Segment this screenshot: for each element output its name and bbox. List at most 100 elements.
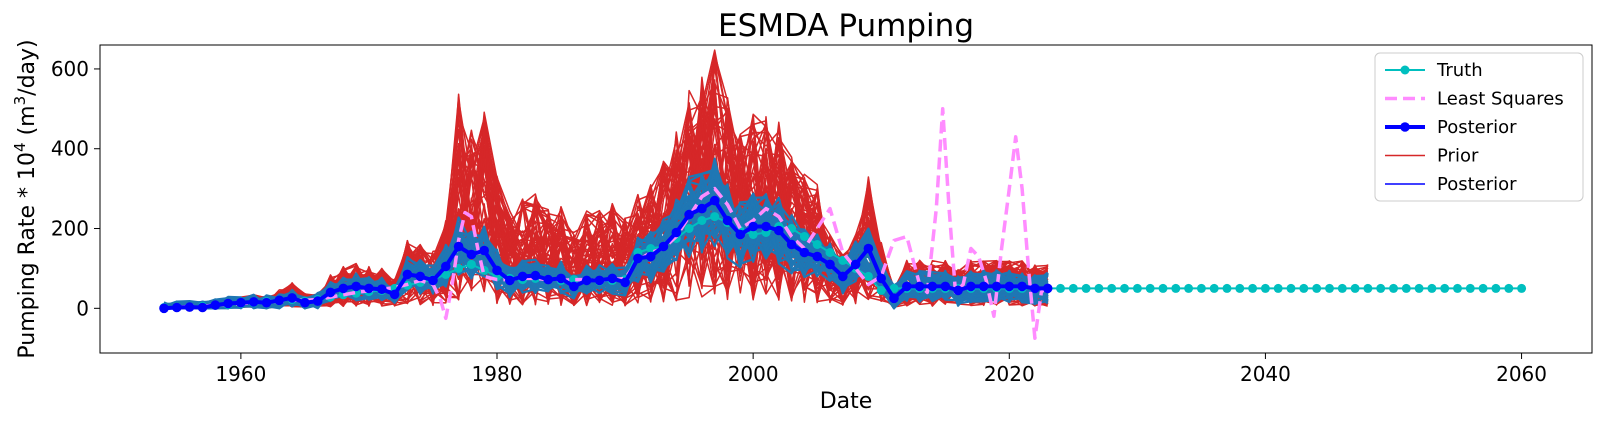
posterior-mean-point [991, 281, 1002, 292]
truth-point [697, 216, 707, 225]
posterior-mean-point [364, 283, 374, 294]
y-tick-label: 600 [51, 57, 89, 81]
posterior-mean-point [709, 195, 720, 206]
truth-point [1196, 283, 1206, 293]
truth-point [684, 224, 694, 233]
posterior-mean-point [722, 215, 733, 226]
chart-title: ESMDA Pumping [718, 8, 974, 44]
truth-point [646, 244, 656, 253]
truth-point [1184, 283, 1194, 293]
posterior-mean-point [1004, 281, 1015, 292]
posterior-mean-point [799, 247, 810, 258]
posterior-mean-point [389, 289, 400, 300]
posterior-mean-point [338, 283, 349, 294]
posterior-mean-point [261, 297, 272, 308]
truth-point [1107, 283, 1117, 293]
posterior-mean-point [812, 251, 822, 262]
posterior-mean-point [825, 259, 835, 270]
truth-point [1094, 283, 1104, 293]
truth-point [1363, 283, 1373, 293]
y-tick-label: 400 [51, 137, 89, 161]
posterior-mean-point [236, 297, 246, 308]
truth-point [1440, 283, 1450, 293]
truth-point [1389, 283, 1398, 293]
truth-point [466, 259, 476, 269]
posterior-mean-point [966, 281, 976, 292]
posterior-mean-point [287, 293, 297, 303]
x-tick-label: 2020 [984, 362, 1035, 386]
posterior-mean-line [163, 198, 1048, 311]
main-series [159, 107, 1527, 340]
legend-label: Least Squares [1437, 89, 1564, 110]
posterior-mean-point [569, 281, 579, 292]
posterior-mean-point [594, 275, 605, 286]
x-tick-label: 1980 [472, 362, 523, 386]
truth-point [1260, 283, 1270, 293]
legend-item-posterior-ensemble: Posterior [1385, 174, 1517, 195]
posterior-mean-point [735, 229, 746, 240]
legend: Truth Least Squares Posterior Prior Posterio… [1374, 52, 1584, 202]
posterior-mean-point [184, 302, 195, 312]
posterior-mean-point [774, 225, 784, 236]
y-tick-label: 0 [76, 296, 89, 320]
posterior-mean-point [325, 287, 336, 298]
posterior-mean-point [1042, 283, 1053, 294]
truth-point [1068, 283, 1078, 293]
truth-point [1350, 283, 1360, 293]
truth-point [1209, 283, 1219, 293]
posterior-mean-point [1030, 283, 1040, 294]
x-axis-label: Date [820, 389, 873, 414]
posterior-mean-point [902, 281, 912, 292]
x-tick-label: 2060 [1496, 362, 1547, 386]
legend-item-truth: Truth [1385, 60, 1483, 81]
posterior-mean-point [556, 273, 566, 284]
truth-point [1517, 283, 1527, 293]
legend-swatch-marker [1400, 65, 1410, 75]
posterior-mean-point [530, 270, 541, 281]
truth-point [1132, 283, 1142, 293]
posterior-mean-point [697, 203, 707, 214]
posterior-mean-point [505, 275, 515, 286]
posterior-mean-point [377, 284, 387, 295]
posterior-mean-point [786, 239, 797, 250]
posterior-mean-point [453, 241, 464, 252]
truth-point [1286, 283, 1296, 293]
posterior-mean-point [517, 271, 528, 282]
truth-point [825, 248, 835, 257]
truth-point [1145, 283, 1155, 293]
truth-point [1427, 283, 1437, 293]
posterior-mean-point [645, 251, 656, 262]
truth-point [1312, 283, 1322, 293]
truth-point [1222, 283, 1232, 293]
posterior-mean-point [492, 265, 502, 276]
truth-point [799, 232, 809, 241]
posterior-mean-point [300, 297, 310, 308]
posterior-mean-point [863, 243, 874, 254]
posterior-mean-point [197, 302, 208, 313]
y-label-main: Pumping Rate * 10 [15, 152, 40, 359]
truth-point [1337, 283, 1347, 293]
y-label-unit-open: (m [15, 105, 40, 142]
legend-label: Posterior [1437, 117, 1517, 138]
posterior-mean-point [927, 281, 938, 292]
posterior-mean-point [684, 209, 694, 220]
posterior-mean-point [428, 275, 438, 286]
y-label-unit-close: /day) [15, 39, 40, 95]
legend-swatch-marker [1400, 122, 1410, 132]
truth-point [1376, 283, 1386, 293]
truth-point [1056, 283, 1065, 293]
truth-point [710, 212, 720, 222]
truth-point [1453, 283, 1462, 293]
truth-point [1081, 283, 1091, 293]
posterior-mean-point [441, 261, 451, 272]
y-axis-label: Pumping Rate * 104 (m3/day) [11, 39, 40, 358]
legend-label: Truth [1436, 60, 1483, 81]
truth-point [1248, 283, 1258, 293]
posterior-mean-point [838, 271, 848, 282]
posterior-mean-point [658, 241, 669, 252]
posterior-mean-point [748, 221, 758, 232]
posterior-mean-point [607, 273, 618, 284]
posterior-mean-point [876, 273, 886, 284]
truth-point [889, 283, 899, 293]
plot-area [159, 49, 1527, 340]
